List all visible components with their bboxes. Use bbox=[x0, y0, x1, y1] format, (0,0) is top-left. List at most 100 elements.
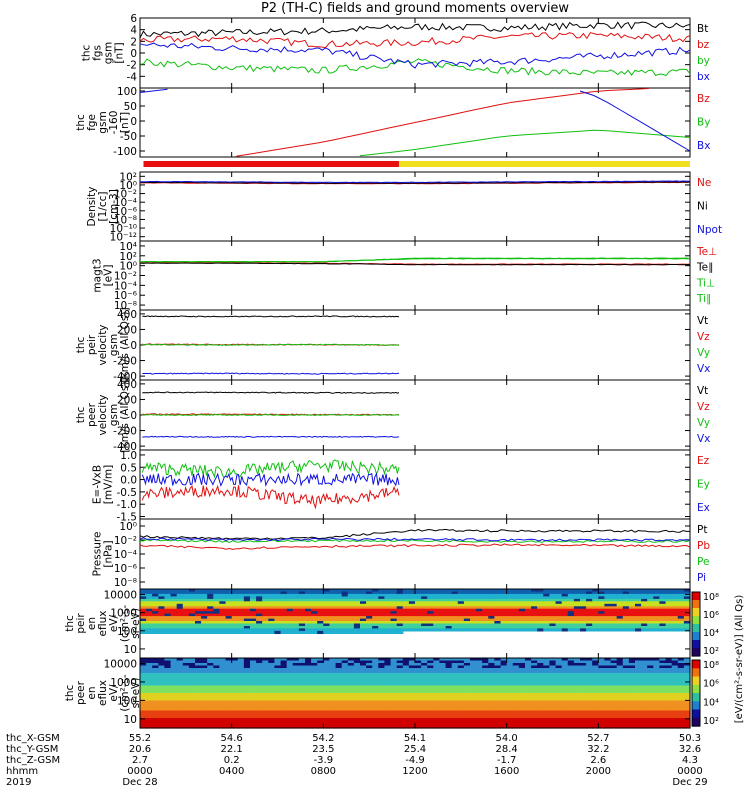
spec-cell bbox=[268, 693, 275, 697]
spec-cell bbox=[470, 713, 477, 717]
spec-cell bbox=[286, 685, 294, 689]
spec-cell bbox=[555, 658, 563, 662]
spec-cell bbox=[415, 668, 422, 672]
spec-cell bbox=[323, 703, 330, 707]
spec-cell bbox=[366, 713, 373, 717]
spec-cell bbox=[402, 688, 410, 692]
series-Vt bbox=[142, 315, 400, 318]
spec-cell bbox=[140, 725, 147, 729]
spec-cell bbox=[207, 688, 214, 692]
spec-cell bbox=[256, 678, 263, 682]
spec-cell bbox=[641, 660, 648, 664]
spec-cell bbox=[683, 596, 691, 600]
y-axis-label-line: [eV] bbox=[103, 265, 115, 287]
spec-cell bbox=[341, 618, 349, 622]
spec-cell bbox=[225, 693, 233, 697]
spec-cell bbox=[488, 690, 495, 694]
spec-cell bbox=[580, 626, 587, 630]
spec-cell bbox=[470, 723, 477, 727]
spec-cell bbox=[188, 603, 196, 607]
spec-cell bbox=[647, 705, 654, 709]
spec-cell bbox=[164, 601, 172, 605]
spec-cell bbox=[292, 718, 300, 722]
spec-cell bbox=[280, 685, 288, 689]
spec-cell bbox=[323, 723, 330, 727]
spec-cell bbox=[402, 698, 410, 702]
spec-cell bbox=[182, 616, 190, 620]
spec-cell bbox=[555, 693, 563, 697]
spec-cell bbox=[543, 660, 550, 664]
spec-cell bbox=[341, 718, 349, 722]
spec-cell bbox=[408, 606, 416, 610]
spec-cell bbox=[243, 698, 251, 702]
spec-cell bbox=[396, 618, 404, 622]
spec-cell bbox=[665, 616, 673, 620]
spec-cell bbox=[360, 589, 367, 593]
spec-cell bbox=[329, 623, 337, 627]
spec-cell bbox=[463, 703, 471, 707]
spec-cell bbox=[347, 693, 355, 697]
spec-cell bbox=[170, 725, 178, 729]
spec-cell bbox=[353, 670, 361, 674]
y-axis-label: thc fgs gsm [nT] bbox=[81, 42, 126, 64]
spec-cell bbox=[470, 665, 477, 669]
spec-cell bbox=[586, 703, 593, 707]
spec-cell bbox=[506, 618, 514, 622]
spec-cell bbox=[665, 680, 673, 684]
spec-cell bbox=[378, 700, 385, 704]
spec-cell bbox=[213, 665, 220, 669]
spec-cell bbox=[512, 665, 520, 669]
spec-cell bbox=[549, 690, 557, 694]
spec-cell bbox=[647, 628, 654, 632]
spec-cell bbox=[439, 725, 447, 729]
spec-cell bbox=[445, 621, 453, 625]
spec-cell bbox=[549, 673, 557, 677]
spec-cell bbox=[366, 589, 373, 593]
spec-cell bbox=[580, 658, 587, 662]
spec-cell bbox=[262, 705, 269, 709]
y-axis-label-line: eflux bbox=[97, 680, 109, 706]
spec-cell bbox=[616, 708, 624, 712]
spec-cell bbox=[250, 601, 257, 605]
spec-cell bbox=[610, 680, 618, 684]
spec-cell bbox=[628, 675, 636, 679]
spec-cell bbox=[170, 660, 178, 664]
spec-cell bbox=[213, 623, 220, 627]
spec-cell bbox=[549, 623, 557, 627]
spec-cell bbox=[604, 616, 612, 620]
spec-cell bbox=[555, 698, 563, 702]
spec-cell bbox=[195, 608, 202, 612]
spec-cell bbox=[207, 710, 214, 714]
spec-cell bbox=[274, 628, 282, 632]
spec-cell bbox=[683, 705, 691, 709]
spec-cell bbox=[463, 663, 471, 667]
spec-cell bbox=[665, 663, 673, 667]
spec-cell bbox=[378, 596, 385, 600]
spec-cell bbox=[164, 616, 172, 620]
spec-cell bbox=[305, 673, 312, 677]
spec-cell bbox=[213, 621, 220, 625]
spec-cell bbox=[164, 611, 172, 615]
spec-cell bbox=[311, 606, 318, 610]
spec-cell bbox=[488, 673, 495, 677]
spec-cell bbox=[543, 725, 550, 729]
spec-cell bbox=[555, 665, 563, 669]
spec-cell bbox=[525, 685, 532, 689]
spec-cell bbox=[476, 700, 483, 704]
spec-cell bbox=[408, 713, 416, 717]
spec-cell bbox=[311, 618, 318, 622]
spec-cell bbox=[396, 668, 404, 672]
spec-cell bbox=[182, 705, 190, 709]
spec-cell bbox=[170, 710, 178, 714]
spec-cell bbox=[421, 720, 428, 724]
spec-cell bbox=[421, 683, 428, 687]
spec-cell bbox=[298, 668, 306, 672]
spec-cell bbox=[402, 626, 410, 630]
spec-cell bbox=[628, 616, 636, 620]
spec-cell bbox=[470, 690, 477, 694]
spec-cell bbox=[415, 693, 422, 697]
spec-cell bbox=[243, 700, 251, 704]
spec-cell bbox=[280, 593, 288, 597]
spec-cell bbox=[671, 596, 679, 600]
spec-cell bbox=[555, 715, 563, 719]
